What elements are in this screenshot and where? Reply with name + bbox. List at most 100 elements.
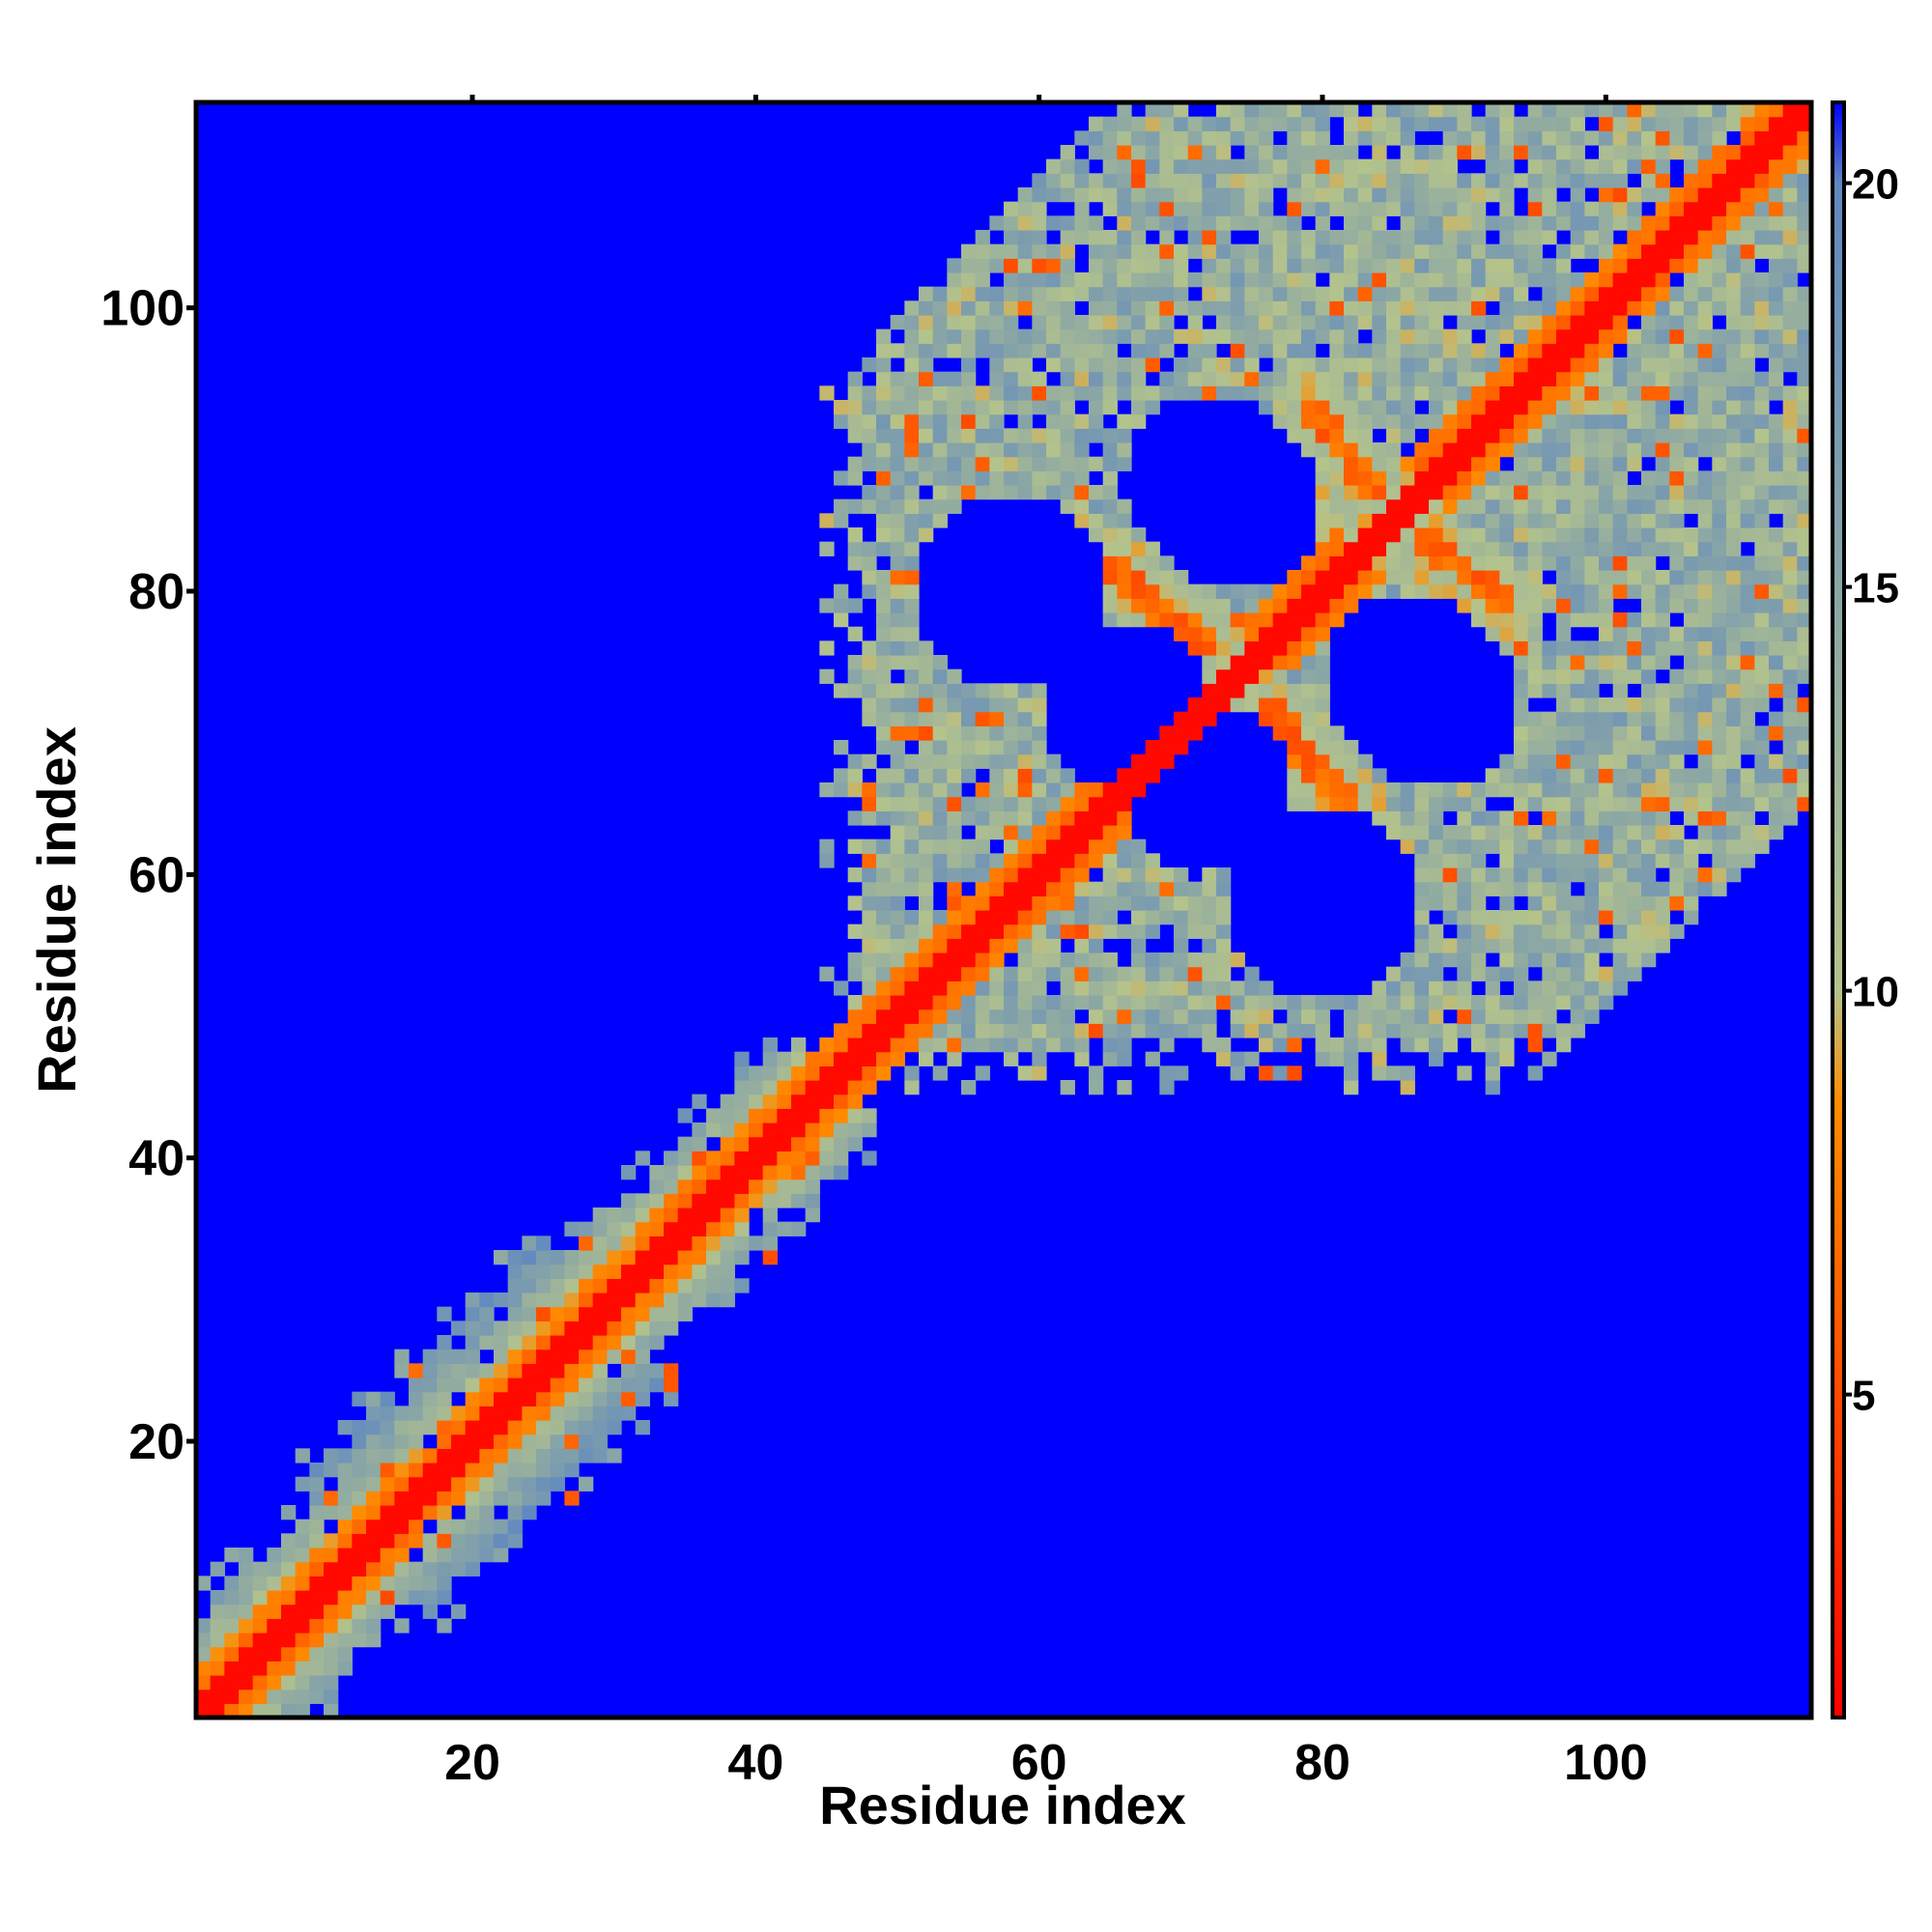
heatmap-cell — [1669, 583, 1685, 599]
heatmap-cell — [494, 1406, 509, 1421]
heatmap-cell — [1556, 470, 1572, 486]
heatmap-cell — [1514, 371, 1529, 386]
heatmap-cell — [1769, 243, 1784, 259]
heatmap-cell — [607, 1391, 622, 1406]
heatmap-cell — [1344, 230, 1359, 245]
heatmap-cell — [1131, 753, 1147, 769]
heatmap-cell — [1315, 442, 1330, 458]
heatmap-cell — [1117, 853, 1132, 868]
heatmap-cell — [1612, 640, 1628, 656]
heatmap-cell — [1032, 923, 1047, 939]
heatmap-cell — [1726, 158, 1742, 174]
heatmap-cell — [791, 1094, 807, 1109]
heatmap-cell — [1726, 442, 1742, 458]
heatmap-cell — [1004, 683, 1019, 698]
heatmap-cell — [1556, 428, 1572, 443]
heatmap-cell — [1584, 286, 1600, 301]
heatmap-cell — [1485, 158, 1500, 174]
heatmap-cell — [536, 1420, 552, 1435]
heatmap-cell — [1712, 867, 1727, 883]
heatmap-cell — [862, 980, 877, 996]
heatmap-cell — [1372, 1051, 1387, 1066]
heatmap-cell — [1287, 300, 1302, 316]
heatmap-cell — [1117, 243, 1132, 259]
heatmap-cell — [1344, 145, 1359, 160]
heatmap-cell — [919, 668, 934, 684]
heatmap-cell — [1089, 881, 1104, 896]
heatmap-cell — [1542, 300, 1557, 316]
heatmap-cell — [1697, 513, 1713, 528]
colorbar — [1831, 100, 1846, 1719]
heatmap-cell — [819, 640, 835, 656]
heatmap-cell — [975, 300, 990, 316]
heatmap-cell — [1060, 910, 1075, 925]
heatmap-cell — [1556, 583, 1572, 599]
heatmap-cell — [819, 513, 835, 528]
heatmap-cell — [1131, 952, 1147, 968]
heatmap-cell — [1570, 570, 1585, 585]
heatmap-cell — [1599, 272, 1614, 288]
heatmap-cell — [1089, 400, 1104, 415]
heatmap-cell — [947, 683, 962, 698]
heatmap-cell — [1429, 145, 1444, 160]
heatmap-cell — [1499, 498, 1515, 514]
heatmap-cell — [1429, 371, 1444, 386]
heatmap-cell — [1287, 343, 1302, 358]
heatmap-cell — [677, 1278, 693, 1293]
heatmap-cell — [961, 910, 977, 925]
heatmap-cell — [366, 1391, 382, 1406]
heatmap-cell — [1570, 683, 1585, 698]
heatmap-cell — [1782, 230, 1798, 245]
heatmap-cell — [1556, 995, 1572, 1010]
heatmap-cell — [196, 1703, 212, 1719]
heatmap-cell — [1556, 527, 1572, 543]
heatmap-cell — [1060, 187, 1075, 203]
heatmap-cell — [1060, 145, 1075, 160]
heatmap-cell — [1485, 570, 1500, 585]
heatmap-cell — [1442, 995, 1458, 1010]
heatmap-cell — [1145, 201, 1160, 216]
heatmap-cell — [210, 1561, 225, 1577]
heatmap-cell — [1089, 498, 1104, 514]
heatmap-cell — [1514, 258, 1529, 273]
heatmap-cell — [1357, 173, 1373, 188]
heatmap-cell — [890, 923, 905, 939]
heatmap-cell — [564, 1420, 580, 1435]
heatmap-cell — [1117, 315, 1132, 330]
heatmap-cell — [1202, 626, 1217, 641]
heatmap-cell — [1315, 668, 1330, 684]
heatmap-cell — [1145, 385, 1160, 401]
heatmap-cell — [380, 1406, 395, 1421]
heatmap-cell — [876, 1065, 892, 1081]
heatmap-cell — [1386, 541, 1402, 556]
heatmap-cell — [1442, 952, 1458, 968]
heatmap-cell — [1230, 272, 1245, 288]
heatmap-cell — [1627, 555, 1642, 571]
heatmap-cell — [692, 1208, 707, 1223]
heatmap-cell — [1429, 938, 1444, 953]
heatmap-cell — [1032, 952, 1047, 968]
heatmap-cell — [1315, 796, 1330, 811]
heatmap-cell — [862, 753, 877, 769]
heatmap-cell — [919, 895, 934, 911]
heatmap-cell — [1244, 272, 1260, 288]
heatmap-cell — [1372, 230, 1387, 245]
heatmap-cell — [1017, 400, 1033, 415]
heatmap-cell — [1202, 385, 1217, 401]
heatmap-cell — [919, 357, 934, 373]
heatmap-cell — [1159, 570, 1175, 585]
heatmap-cell — [1527, 527, 1543, 543]
heatmap-cell — [1570, 853, 1585, 868]
heatmap-cell — [1414, 498, 1430, 514]
heatmap-cell — [1287, 428, 1302, 443]
heatmap-cell — [1315, 385, 1330, 401]
heatmap-cell — [1754, 130, 1770, 146]
heatmap-cell — [380, 1576, 395, 1591]
heatmap-cell — [1514, 683, 1529, 698]
heatmap-cell — [1527, 272, 1543, 288]
heatmap-cell — [1584, 513, 1600, 528]
heatmap-cell — [1414, 258, 1430, 273]
heatmap-cell — [1499, 753, 1515, 769]
heatmap-cell — [1315, 527, 1330, 543]
heatmap-cell — [1514, 442, 1529, 458]
